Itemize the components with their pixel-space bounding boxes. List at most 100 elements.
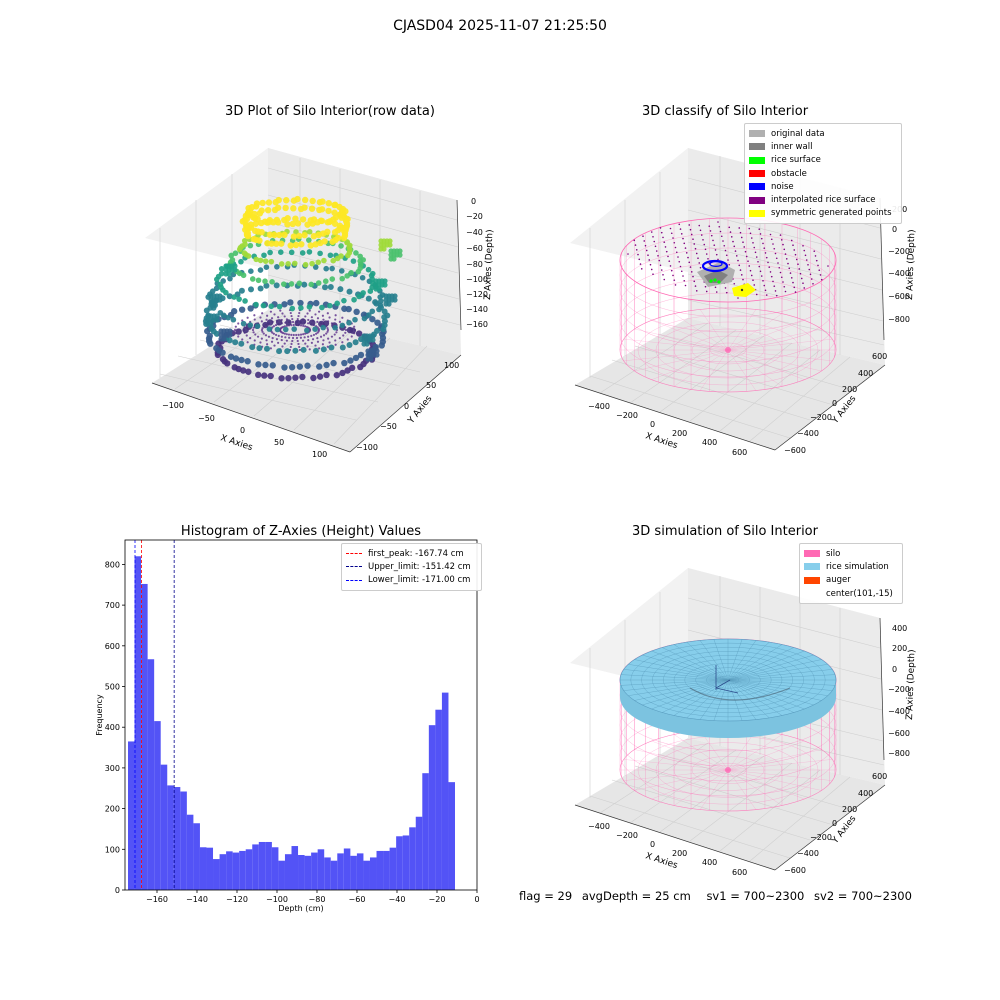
plot2-interpolated-point [673,241,676,244]
plot2-interpolated-point [755,293,758,296]
plot2-interpolated-point [655,250,658,252]
plot1-point [219,356,227,363]
plot1-point [268,303,275,310]
plot1-point [281,312,284,315]
plot1-point [266,326,273,332]
histogram-xtick-label: −80 [309,895,326,904]
plot2-interpolated-point [750,274,753,277]
plot2-interpolated-point [754,251,757,254]
silo-floor-spoke [727,349,822,372]
plot1-point [273,344,276,347]
plot1-point [276,348,283,355]
figure-title: CJASD04 2025-11-07 21:25:50 [393,18,607,34]
plot1-point [288,249,295,256]
histogram-axes: −160 −140 −120 −100 −80 −60 −40 −20 0 0 100 200 300… [95,539,480,913]
plot2-interpolated-point [633,239,636,242]
silo-floor-spoke [651,769,729,800]
plot2-interpolated-point [702,239,704,241]
plot1-point [357,351,365,359]
plot4-ztick: −800 [888,749,910,758]
histogram-xtick-label: −40 [389,895,406,904]
plot2-interpolated-point [779,234,782,236]
histogram-bar [448,782,455,890]
plot2-interpolated-point [810,278,813,280]
plot1-point [387,238,393,244]
plot2-interpolated-point [658,259,661,262]
plot2-interpolated-point [652,273,654,276]
plot1-point [345,252,351,259]
plot4-mesh-spoke [634,679,729,701]
plot1-point [237,322,240,325]
plot1-point [263,282,270,289]
plot1-point [227,353,235,360]
plot1-point [355,330,363,337]
plot1-point [231,294,237,300]
plot2-interpolated-point [682,275,684,277]
plot1-point [330,257,337,264]
plot1-point [295,336,299,340]
plot2-ytick: −200 [810,413,832,422]
plot1-point [326,327,329,330]
plot1-point [301,204,308,211]
plot1-tick-labels: −100 −50 0 50 100 100 50 0 −50 −100 0 −2… [162,197,488,459]
plot1-point [322,278,329,285]
plot1-point [292,215,299,222]
plot1-point [284,221,291,228]
silo-floor-ring [673,328,783,372]
legend-label: center(101,-15) [826,588,893,599]
plot1-point [218,270,225,277]
histogram-ytick-label: 100 [105,845,120,854]
plot2-interpolated-point [763,247,766,249]
plot1-point [261,330,264,333]
histogram-bar [298,855,305,890]
plot4-mesh-spoke [727,641,770,681]
plot1-point [306,304,313,310]
plot1-title: 3D Plot of Silo Interior(row data) [225,104,435,119]
histogram-bar [337,853,344,890]
plot1-point [376,286,382,292]
plot2-interpolated-point [770,275,773,278]
plot1-point [278,261,285,267]
plot1-point [261,327,264,330]
plot1-scatter-points [202,195,403,382]
plot1-point [365,295,372,302]
plot2-interpolated-point [813,250,816,252]
plot1-point [319,304,325,311]
plot2-interpolated-point [812,283,814,285]
plot1-point [316,373,324,380]
plot1-point [262,278,268,285]
plot2-interpolated-point [647,254,649,256]
plot2-interpolated-point [637,253,639,256]
plot2-classified-points [697,259,756,297]
plot1-point [285,319,292,326]
plot1-point [387,242,393,248]
plot1-point [264,240,271,247]
plot2-interpolated-point [807,264,809,266]
plot2-interpolated-point [742,241,744,243]
plot1-point [255,277,262,284]
plot2-xtick: 0 [650,420,655,429]
plot2-interpolated-point [704,285,707,288]
plot4-rice-simulation [619,638,837,738]
histogram-bar [271,847,279,890]
histogram-bar [160,764,168,890]
plot1-point [329,238,336,245]
plot1-point [333,333,336,336]
plot1-point [334,300,340,307]
histogram-ytick-label: 0 [115,886,120,895]
plot1-point [307,335,310,338]
plot2-interpolated-point [803,249,806,252]
legend-swatch [749,170,765,178]
plot4-xtick: 600 [732,868,747,877]
silo-floor-spoke [727,769,822,791]
plot1-point [368,272,375,279]
plot1-point [291,320,295,324]
plot1-point [306,249,313,255]
plot1-point [308,281,315,288]
plot2-interpolated-point [759,233,762,235]
silo-floor-ring [619,307,837,393]
histogram-bar [389,847,397,890]
plot2-interpolated-point [799,272,802,275]
histogram-bar [154,721,161,890]
plot1-point [364,341,370,347]
